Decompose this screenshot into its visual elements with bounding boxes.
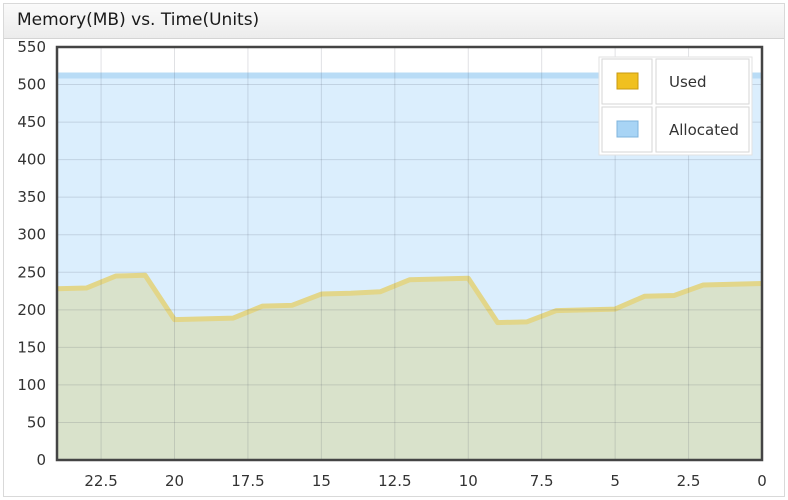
chart-title: Memory(MB) vs. Time(Units) bbox=[17, 10, 260, 30]
x-tick-label: 20 bbox=[165, 472, 184, 490]
legend-label-cell bbox=[655, 58, 750, 105]
x-tick-label: 7.5 bbox=[530, 472, 554, 490]
x-tick-label: 17.5 bbox=[231, 472, 264, 490]
x-tick-label: 15 bbox=[312, 472, 331, 490]
x-tick-label: 10 bbox=[459, 472, 478, 490]
legend-label: Allocated bbox=[669, 121, 739, 139]
legend-swatch bbox=[616, 120, 639, 138]
y-tick-label: 350 bbox=[17, 188, 46, 206]
y-tick-label: 500 bbox=[17, 76, 46, 94]
legend-swatch bbox=[616, 72, 639, 90]
series-used-area bbox=[57, 275, 762, 460]
x-tick-label: 2.5 bbox=[677, 472, 701, 490]
y-tick-label: 300 bbox=[17, 226, 46, 244]
legend-label: Used bbox=[669, 73, 707, 91]
y-tick-label: 0 bbox=[36, 451, 46, 469]
y-tick-label: 50 bbox=[27, 413, 46, 431]
y-tick-label: 100 bbox=[17, 376, 46, 394]
chart-title-bar: Memory(MB) vs. Time(Units) bbox=[4, 4, 784, 39]
legend: Used Allocated bbox=[598, 56, 753, 156]
y-tick-label: 550 bbox=[17, 38, 46, 56]
y-tick-label: 400 bbox=[17, 151, 46, 169]
x-tick-label: 0 bbox=[757, 472, 767, 490]
y-tick-label: 250 bbox=[17, 263, 46, 281]
y-tick-label: 200 bbox=[17, 301, 46, 319]
x-tick-label: 22.5 bbox=[84, 472, 117, 490]
y-tick-label: 150 bbox=[17, 338, 46, 356]
x-tick-label: 12.5 bbox=[378, 472, 411, 490]
legend-label-cell bbox=[655, 106, 750, 153]
series-used-line bbox=[57, 272, 762, 326]
plot-border bbox=[55, 45, 764, 462]
x-tick-label: 5 bbox=[610, 472, 620, 490]
y-tick-label: 450 bbox=[17, 113, 46, 131]
